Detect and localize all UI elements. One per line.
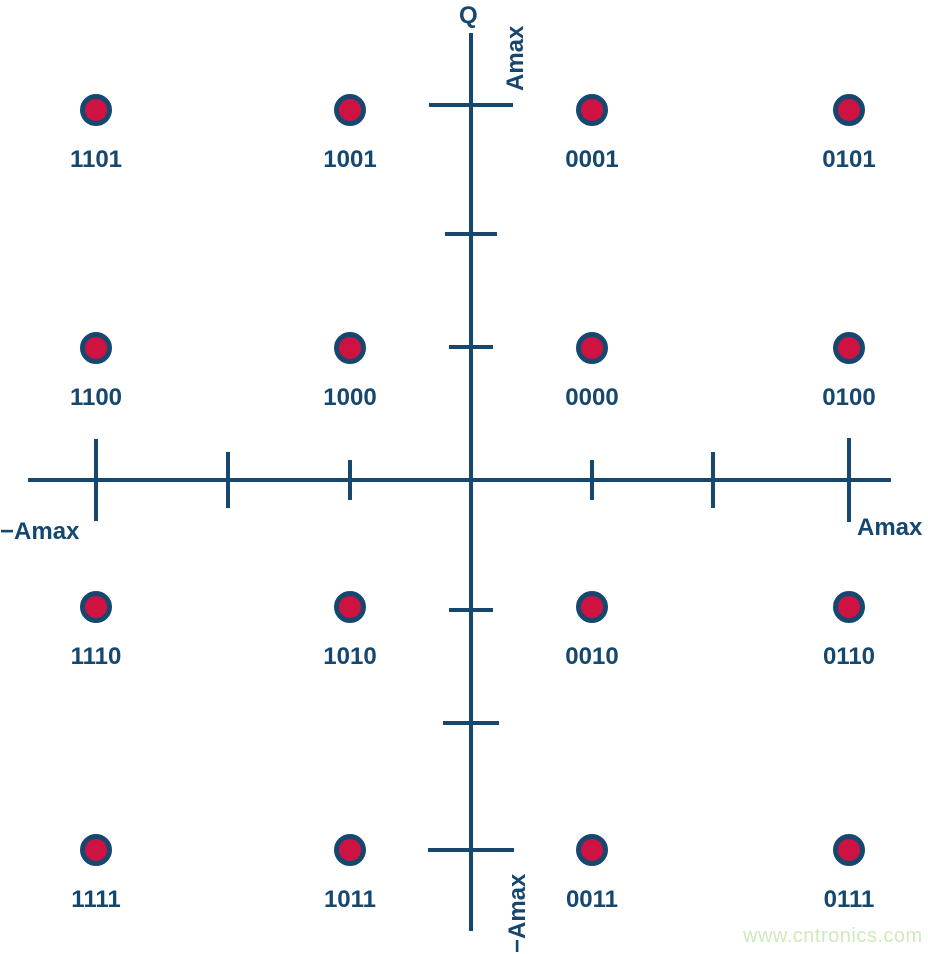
i-axis-tick	[94, 439, 98, 521]
symbol-code-label-1001: 1001	[323, 146, 377, 173]
i-axis-tick	[348, 460, 352, 500]
i-axis-neg-amax-label: −Amax	[0, 518, 80, 545]
symbol-code-label-0101: 0101	[822, 146, 876, 173]
symbol-code-label-0011: 0011	[565, 886, 619, 913]
symbol-code-label-1110: 1110	[70, 643, 122, 670]
symbol-code-label-0000: 0000	[565, 384, 619, 411]
constellation-point-0100	[833, 332, 865, 364]
symbol-code-label-1010: 1010	[323, 643, 377, 670]
q-axis-line	[469, 33, 473, 931]
watermark-text: www.cntronics.com	[743, 925, 923, 947]
q-axis-tick	[443, 721, 499, 725]
constellation-point-0111	[833, 834, 865, 866]
q-axis-tick	[429, 103, 513, 107]
q-axis-tick	[449, 608, 493, 612]
constellation-point-0110	[833, 591, 865, 623]
constellation-point-0011	[576, 834, 608, 866]
q-axis-tick	[428, 848, 514, 852]
symbol-code-label-0001: 0001	[565, 146, 619, 173]
q-axis-neg-amax-label: −Amax	[504, 873, 531, 953]
constellation-point-1000	[334, 332, 366, 364]
symbol-code-label-1111: 1111	[71, 886, 121, 913]
symbol-code-label-1101: 1101	[69, 146, 123, 173]
constellation-point-1100	[80, 332, 112, 364]
symbol-code-label-1000: 1000	[323, 384, 377, 411]
constellation-point-0101	[833, 94, 865, 126]
constellation-point-0000	[576, 332, 608, 364]
i-axis-tick	[711, 452, 715, 508]
i-axis-tick	[847, 438, 851, 522]
symbol-code-label-1100: 1100	[69, 384, 123, 411]
q-axis-tick	[449, 345, 493, 349]
constellation-point-1010	[334, 591, 366, 623]
i-axis-amax-label: Amax	[857, 514, 923, 541]
q-axis-tick	[445, 232, 497, 236]
q-axis-amax-label: Amax	[502, 25, 529, 91]
i-axis-tick	[226, 452, 230, 508]
i-axis-line	[28, 478, 891, 482]
symbol-code-label-0010: 0010	[565, 643, 619, 670]
symbol-code-label-1011: 1011	[323, 886, 377, 913]
i-axis-tick	[590, 460, 594, 500]
symbol-code-label-0100: 0100	[822, 384, 876, 411]
constellation-point-1111	[80, 834, 112, 866]
constellation-point-1011	[334, 834, 366, 866]
symbol-code-label-0111: 0111	[823, 886, 875, 913]
constellation-point-1001	[334, 94, 366, 126]
constellation-point-1101	[80, 94, 112, 126]
symbol-code-label-0110: 0110	[822, 643, 876, 670]
constellation-point-1110	[80, 591, 112, 623]
constellation-point-0001	[576, 94, 608, 126]
q-axis-label: Q	[459, 2, 478, 29]
constellation-point-0010	[576, 591, 608, 623]
